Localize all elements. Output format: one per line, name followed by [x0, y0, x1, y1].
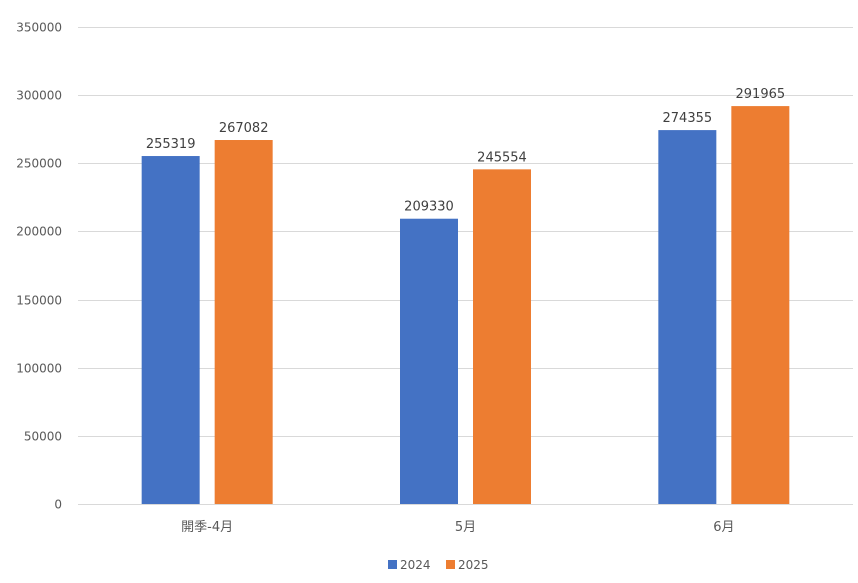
x-category-label: 開季-4月: [181, 520, 233, 535]
bar-2024: [400, 218, 458, 504]
y-tick-label: 200000: [16, 225, 62, 239]
x-axis-category-labels: 開季-4月 5月 6月: [181, 520, 734, 535]
data-label: 255319: [146, 137, 196, 152]
data-label: 209330: [404, 200, 454, 215]
y-tick-label: 250000: [16, 157, 62, 171]
bar-2024: [141, 156, 200, 504]
legend: 2024 2025: [388, 558, 489, 572]
bar-2025: [473, 169, 531, 504]
x-category-label: 5月: [455, 520, 476, 535]
data-label: 274355: [663, 111, 713, 126]
legend-label: 2025: [458, 558, 489, 572]
data-label: 267082: [219, 121, 269, 136]
data-label: 291965: [736, 87, 786, 102]
bar-2025: [731, 106, 790, 504]
x-category-label: 6月: [713, 520, 734, 535]
y-tick-label: 0: [54, 498, 62, 512]
data-labels: 255319 267082 209330 245554 274355 291965: [146, 87, 785, 215]
bar-2025: [214, 140, 273, 505]
y-tick-label: 350000: [16, 21, 62, 35]
bars: [141, 106, 790, 505]
y-tick-label: 100000: [16, 362, 62, 376]
y-tick-label: 50000: [24, 430, 62, 444]
gridlines: [78, 27, 853, 505]
bar-2024: [658, 130, 717, 504]
y-tick-label: 300000: [16, 89, 62, 103]
legend-label: 2024: [400, 558, 431, 572]
y-axis-tick-labels: 0 50000 100000 150000 200000 250000 300000 3500…: [16, 21, 62, 512]
legend-swatch-2024: [388, 560, 397, 569]
y-tick-label: 150000: [16, 294, 62, 308]
data-label: 245554: [477, 150, 527, 165]
legend-swatch-2025: [446, 560, 455, 569]
